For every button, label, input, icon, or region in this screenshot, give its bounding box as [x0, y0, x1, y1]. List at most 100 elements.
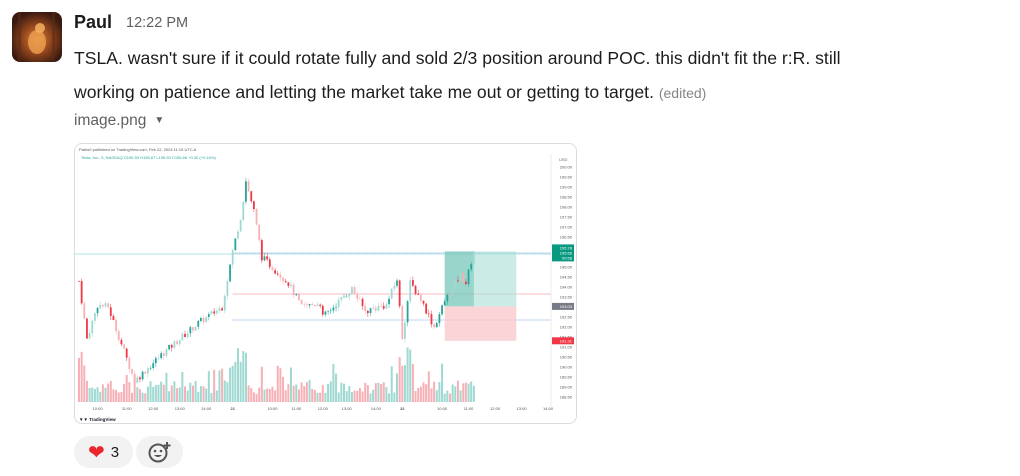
candle-body	[245, 181, 247, 202]
y-tick-label: 195.00	[560, 265, 573, 270]
candle-body	[176, 341, 178, 345]
volume-bar	[149, 381, 152, 402]
candle-body	[284, 281, 287, 283]
volume-bar	[162, 384, 165, 402]
volume-bar	[435, 390, 438, 402]
candle-body	[419, 294, 422, 301]
volume-bar	[260, 366, 263, 402]
volume-bar	[380, 384, 383, 402]
attachment-name[interactable]: image.png	[74, 112, 147, 129]
candle-body	[260, 240, 263, 261]
volume-bar	[168, 391, 171, 402]
current-price-label: 195.78	[560, 245, 573, 250]
volume-bar	[258, 387, 261, 402]
volume-bar	[263, 389, 266, 402]
candle-body	[303, 303, 306, 305]
candle-body	[406, 301, 409, 323]
candle-body	[343, 296, 345, 298]
candle-body	[351, 287, 353, 295]
volume-bar	[141, 392, 144, 402]
candle-body	[451, 286, 454, 296]
candle-body	[117, 331, 120, 341]
y-tick-label: 189.00	[560, 385, 573, 390]
volume-bar	[343, 383, 345, 402]
candle-body	[470, 264, 473, 270]
volume-bar	[274, 390, 277, 402]
volume-bar	[377, 382, 380, 402]
avatar-illustration	[18, 12, 55, 62]
candle-body	[348, 294, 351, 297]
message-line-1: TSLA. wasn't sure if it could rotate ful…	[74, 48, 841, 68]
volume-bar	[337, 392, 340, 402]
volume-bar	[411, 364, 414, 402]
candle-body	[319, 304, 322, 306]
volume-bar	[470, 381, 473, 402]
volume-bar	[109, 381, 112, 402]
candle-body	[332, 307, 335, 311]
avatar[interactable]	[12, 12, 62, 62]
candle-body	[80, 281, 83, 304]
volume-bar	[218, 370, 221, 402]
volume-bar	[239, 361, 242, 402]
candle-body	[88, 333, 91, 339]
volume-bar	[348, 386, 351, 402]
volume-bar	[136, 387, 139, 402]
candle-body	[390, 288, 393, 299]
candle-body	[94, 313, 96, 321]
message-line-2-text: working on patience and letting the mark…	[74, 82, 654, 102]
volume-bar	[189, 382, 192, 402]
volume-bar	[93, 388, 96, 402]
volume-bar	[369, 393, 372, 402]
volume-bar	[160, 381, 163, 402]
y-tick-label: 192.50	[560, 315, 573, 320]
volume-bar	[374, 383, 377, 402]
message-timestamp[interactable]: 12:22 PM	[126, 15, 189, 31]
candle-body	[96, 307, 99, 314]
volume-bar	[276, 365, 279, 402]
candle-body	[237, 231, 239, 239]
candle-body	[165, 349, 168, 356]
volume-bar	[446, 390, 449, 402]
candle-body	[321, 305, 324, 315]
volume-bar	[305, 382, 308, 402]
volume-bar	[303, 386, 306, 402]
author-name[interactable]: Paul	[74, 12, 113, 32]
x-tick-label: 11:00	[122, 406, 132, 411]
candle-body	[189, 327, 192, 334]
volume-bar	[80, 351, 83, 402]
caret-down-icon[interactable]: ▼	[154, 115, 165, 126]
add-reaction-button[interactable]	[136, 436, 183, 468]
x-tick-label: 14:00	[543, 406, 554, 411]
volume-bar	[85, 380, 88, 402]
candle-body	[157, 358, 160, 359]
volume-bar	[242, 351, 245, 402]
candle-body	[247, 181, 250, 192]
candle-body	[258, 224, 261, 241]
x-tick-label: 13:00	[517, 406, 528, 411]
volume-bar	[213, 369, 216, 402]
volume-bar	[266, 388, 269, 402]
candle-body	[359, 298, 361, 300]
x-tick-label: 14:00	[201, 406, 212, 411]
candle-body	[287, 282, 290, 286]
candle-body	[250, 191, 253, 202]
candle-body	[221, 308, 223, 311]
volume-bar	[430, 388, 433, 402]
candle-body	[86, 318, 88, 339]
volume-bar	[433, 381, 436, 402]
candle-body	[295, 294, 298, 296]
candle-body	[154, 358, 157, 364]
candle-body	[457, 280, 459, 282]
volume-bar	[128, 382, 131, 402]
candle-body	[374, 308, 377, 311]
attachment-image[interactable]: Pablo0 published on TradingView.com, Feb…	[74, 143, 577, 424]
candle-body	[107, 303, 110, 308]
stop-zone	[444, 306, 517, 341]
reaction-heart[interactable]: ❤ 3	[74, 436, 133, 468]
candle-body	[239, 219, 242, 232]
volume-bar	[152, 386, 155, 402]
volume-bar	[319, 392, 322, 402]
volume-bar	[441, 363, 444, 402]
currency-label: USD	[559, 157, 568, 162]
candle-body	[197, 320, 200, 327]
